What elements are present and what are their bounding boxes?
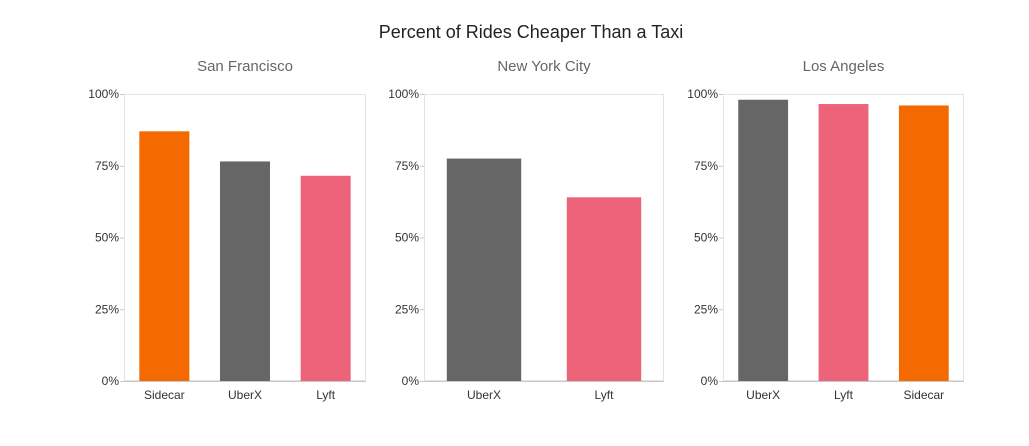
panel-title-san-francisco: San Francisco	[197, 58, 293, 75]
bar-san-francisco-lyft	[300, 175, 351, 381]
y-tick-label-new-york-city-2: 50%	[395, 231, 419, 245]
y-tick-label-new-york-city-0: 0%	[402, 374, 420, 388]
x-label-new-york-city-lyft: Lyft	[595, 388, 615, 402]
y-tick-label-new-york-city-3: 75%	[395, 159, 419, 173]
bar-los-angeles-sidecar	[898, 105, 949, 381]
x-label-san-francisco-uberx: UberX	[228, 388, 262, 402]
x-label-new-york-city-uberx: UberX	[467, 388, 501, 402]
y-tick-label-los-angeles-1: 25%	[694, 302, 718, 316]
y-tick-label-san-francisco-0: 0%	[102, 374, 120, 388]
bar-san-francisco-sidecar	[139, 131, 190, 381]
y-tick-label-los-angeles-3: 75%	[694, 159, 718, 173]
y-tick-label-los-angeles-0: 0%	[701, 374, 719, 388]
x-label-san-francisco-sidecar: Sidecar	[144, 388, 185, 402]
y-tick-label-new-york-city-1: 25%	[395, 302, 419, 316]
y-tick-label-los-angeles-2: 50%	[694, 231, 718, 245]
bar-new-york-city-uberx	[446, 158, 522, 381]
x-label-los-angeles-lyft: Lyft	[834, 388, 854, 402]
bar-los-angeles-uberx	[738, 99, 789, 382]
y-tick-label-san-francisco-4: 100%	[88, 87, 119, 101]
y-tick-label-san-francisco-2: 50%	[95, 231, 119, 245]
x-label-san-francisco-lyft: Lyft	[316, 388, 336, 402]
x-label-los-angeles-uberx: UberX	[746, 388, 780, 402]
y-tick-label-san-francisco-3: 75%	[95, 159, 119, 173]
y-tick-label-new-york-city-4: 100%	[388, 87, 419, 101]
bar-san-francisco-uberx	[219, 161, 271, 381]
panel-title-new-york-city: New York City	[497, 58, 591, 75]
bar-new-york-city-lyft	[566, 197, 642, 381]
x-label-los-angeles-sidecar: Sidecar	[903, 388, 944, 402]
panel-title-los-angeles: Los Angeles	[803, 58, 885, 75]
plot-frame-new-york-city	[424, 94, 664, 381]
chart-title: Percent of Rides Cheaper Than a Taxi	[379, 22, 684, 42]
y-tick-label-los-angeles-4: 100%	[687, 87, 718, 101]
bar-los-angeles-lyft	[818, 104, 869, 382]
y-tick-label-san-francisco-1: 25%	[95, 302, 119, 316]
